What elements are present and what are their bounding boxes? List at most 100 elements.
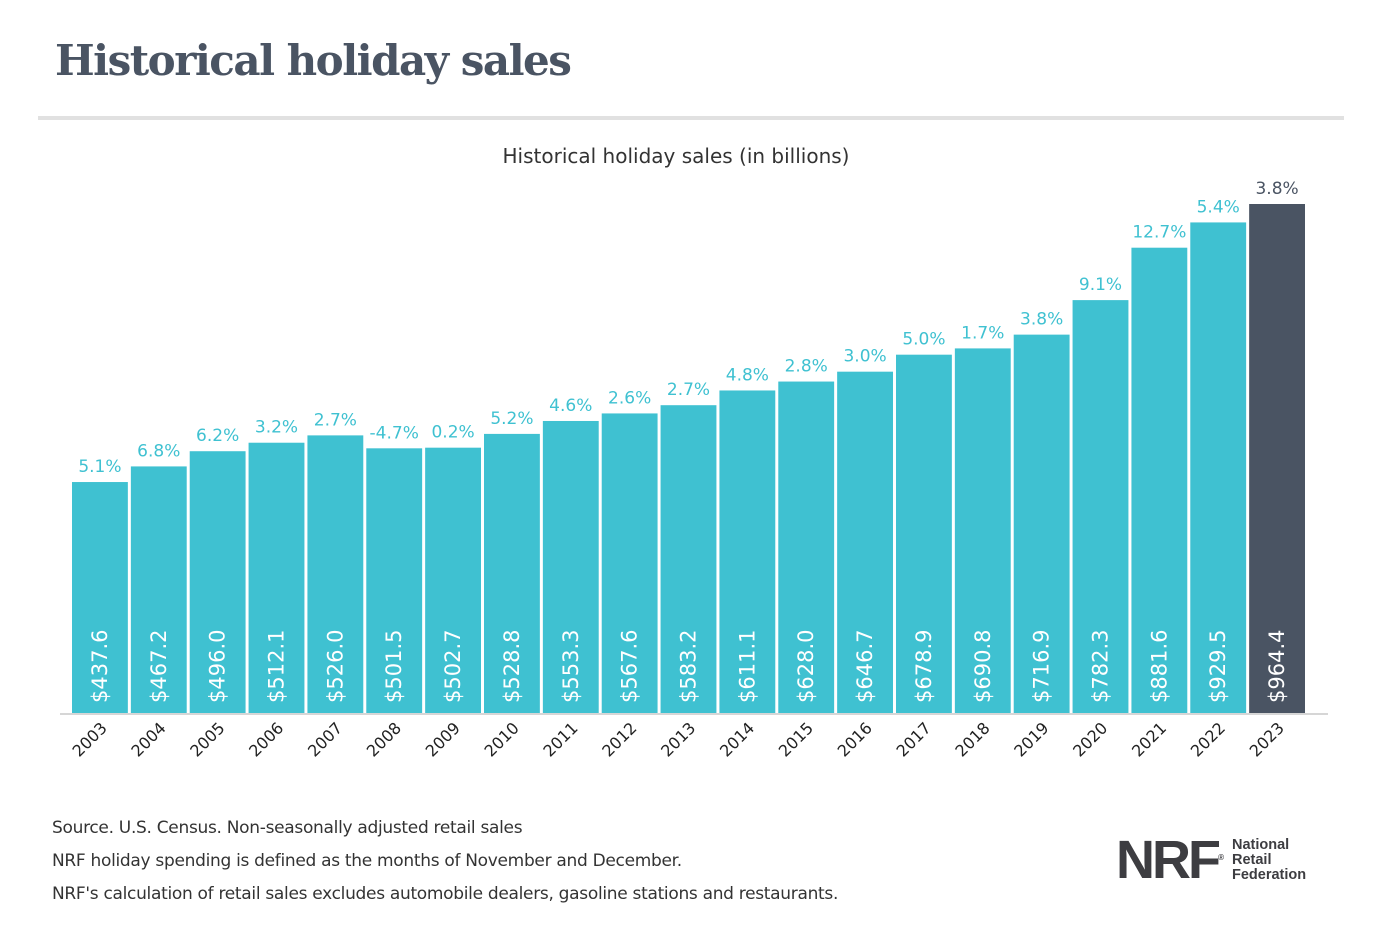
growth-label-2010: 5.2%: [490, 409, 533, 429]
x-tick-label-2015: 2015: [775, 718, 817, 760]
bar-2012: [601, 413, 658, 713]
growth-label-2011: 4.6%: [549, 396, 592, 416]
bar-2019: [1013, 334, 1070, 713]
x-tick-label-2022: 2022: [1187, 718, 1229, 760]
logo-line-national: National: [1231, 836, 1290, 853]
value-label-2018: $690.8: [971, 630, 995, 703]
value-label-2015: $628.0: [794, 630, 818, 703]
bar-2007: [307, 435, 364, 713]
bar-2016: [837, 371, 893, 713]
bar-2015: [778, 381, 835, 713]
value-label-2006: $512.1: [265, 630, 289, 703]
x-tick-label-2021: 2021: [1128, 718, 1170, 760]
growth-label-2006: 3.2%: [255, 418, 298, 438]
x-tick-label-2013: 2013: [657, 718, 699, 760]
title-divider: [38, 116, 1344, 120]
growth-label-2005: 6.2%: [196, 426, 239, 446]
bar-2011: [542, 420, 599, 713]
nrf-logo-wordmark: National Retail Federation: [1231, 836, 1306, 883]
x-tick-label-2019: 2019: [1010, 718, 1052, 760]
x-tick-labels-group: 2003 2004 2005 2006 2007 2008 2009 2010 2011 2012…: [69, 718, 1288, 760]
x-tick-label-2009: 2009: [422, 718, 464, 760]
value-label-2012: $567.6: [618, 630, 642, 703]
bar-2008: [366, 448, 423, 713]
bar-2005: [189, 451, 246, 713]
value-label-2003: $437.6: [88, 630, 112, 703]
value-label-2013: $583.2: [677, 630, 701, 703]
x-tick-label-2014: 2014: [716, 718, 758, 760]
x-tick-label-2008: 2008: [363, 718, 405, 760]
growth-label-2007: 2.7%: [314, 410, 357, 430]
growth-label-2013: 2.7%: [667, 380, 710, 400]
growth-label-2022: 5.4%: [1197, 197, 1240, 217]
value-label-2008: $501.5: [382, 630, 406, 703]
bar-2022: [1190, 222, 1247, 713]
x-tick-label-2006: 2006: [245, 718, 287, 760]
value-label-2019: $716.9: [1030, 630, 1054, 703]
x-tick-label-2010: 2010: [481, 718, 523, 760]
growth-label-2017: 5.0%: [902, 330, 945, 350]
x-tick-label-2020: 2020: [1069, 718, 1111, 760]
value-label-2022: $929.5: [1206, 630, 1230, 703]
growth-label-2004: 6.8%: [137, 441, 180, 461]
growth-label-2016: 3.0%: [843, 347, 886, 367]
nrf-logo: NRF ® National Retail Federation: [1116, 833, 1306, 887]
growth-label-2014: 4.8%: [726, 365, 769, 385]
growth-label-2009: 0.2%: [431, 423, 474, 443]
value-label-2005: $496.0: [206, 630, 230, 703]
x-tick-label-2005: 2005: [186, 718, 228, 760]
registered-mark-icon: ®: [1218, 853, 1224, 862]
x-tick-label-2017: 2017: [893, 718, 935, 760]
growth-label-2015: 2.8%: [785, 357, 828, 377]
x-tick-label-2003: 2003: [69, 718, 111, 760]
bar-2009: [425, 447, 481, 713]
growth-label-2021: 12.7%: [1132, 223, 1186, 243]
growth-label-2018: 1.7%: [961, 323, 1004, 343]
x-tick-label-2016: 2016: [834, 718, 876, 760]
growth-label-2003: 5.1%: [78, 457, 121, 477]
bars-group: [72, 204, 1305, 713]
value-label-2016: $646.7: [853, 630, 877, 703]
value-label-2014: $611.1: [735, 630, 759, 703]
bar-2017: [896, 354, 952, 713]
bar-2013: [660, 405, 717, 713]
bar-2003: [72, 482, 128, 713]
bar-2021: [1131, 247, 1188, 713]
x-tick-label-2011: 2011: [539, 718, 581, 760]
bar-2014: [719, 390, 776, 713]
bar-2004: [130, 466, 187, 713]
x-tick-label-2012: 2012: [598, 718, 640, 760]
x-tick-label-2004: 2004: [127, 718, 169, 760]
value-label-2007: $526.0: [323, 630, 347, 703]
bar-2018: [954, 348, 1011, 713]
bar-2023: [1249, 204, 1305, 713]
footnote-source: Source. U.S. Census. Non-seasonally adju…: [52, 818, 523, 838]
value-labels-group: $437.6 $467.2 $496.0 $512.1 $526.0 $501.5 $502…: [88, 630, 1289, 703]
growth-label-2020: 9.1%: [1079, 275, 1122, 295]
footnote-definition: NRF holiday spending is defined as the m…: [52, 851, 682, 871]
growth-label-2023: 3.8%: [1255, 179, 1298, 199]
value-label-2009: $502.7: [441, 630, 465, 703]
x-tick-label-2007: 2007: [304, 718, 346, 760]
value-label-2020: $782.3: [1089, 630, 1113, 703]
growth-label-2019: 3.8%: [1020, 310, 1063, 330]
value-label-2004: $467.2: [147, 630, 171, 703]
growth-labels-group: 5.1% 6.8% 6.2% 3.2% 2.7% -4.7% 0.2% 5.2% 4.6% 2.6…: [78, 179, 1298, 477]
chart-title: Historical holiday sales (in billions): [502, 144, 850, 168]
value-label-2011: $553.3: [559, 630, 583, 703]
nrf-logo-mark: NRF ®: [1116, 833, 1224, 887]
logo-line-retail: Retail: [1231, 851, 1272, 868]
x-tick-label-2023: 2023: [1246, 718, 1288, 760]
bar-2010: [484, 433, 540, 713]
bar-2020: [1072, 300, 1129, 713]
nrf-logo-letters: NRF: [1116, 830, 1221, 890]
value-label-2017: $678.9: [912, 630, 936, 703]
x-tick-label-2018: 2018: [951, 718, 993, 760]
page-title: Historical holiday sales: [55, 36, 572, 85]
footnote-calculation: NRF's calculation of retail sales exclud…: [52, 884, 839, 904]
value-label-2021: $881.6: [1147, 630, 1171, 703]
value-label-2023: $964.4: [1265, 630, 1289, 703]
bar-chart: 5.1% 6.8% 6.2% 3.2% 2.7% -4.7% 0.2% 5.2% 4.6% 2.6…: [60, 179, 1328, 761]
growth-label-2008: -4.7%: [370, 423, 419, 443]
growth-label-2012: 2.6%: [608, 388, 651, 408]
